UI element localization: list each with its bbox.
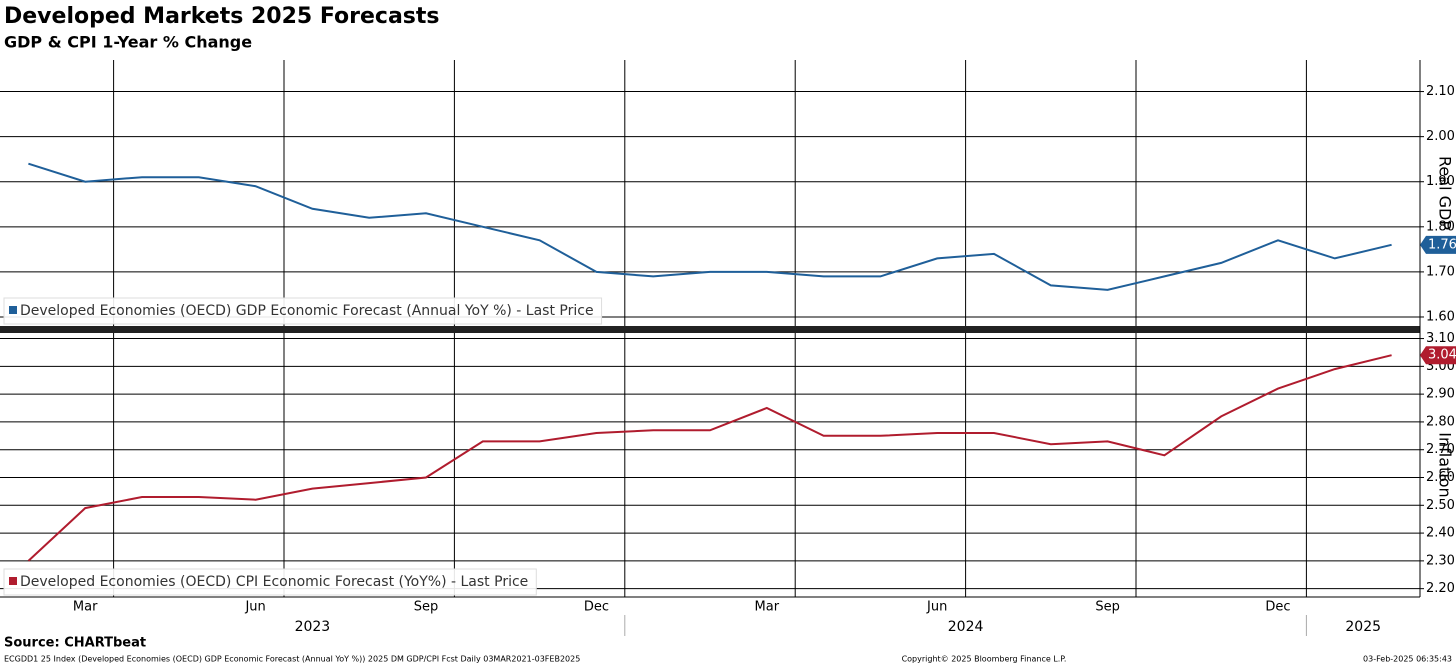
- footer-left: ECGDD1 25 Index (Developed Economies (OE…: [4, 655, 580, 664]
- y-tick-label: 1.70: [1426, 264, 1455, 279]
- legend-box: [3, 568, 537, 596]
- x-tick-label: Mar: [73, 600, 98, 615]
- y-tick-label: 2.50: [1426, 498, 1455, 513]
- y-axis-title: Real GDP: [1436, 156, 1455, 230]
- footer-right: 03-Feb-2025 06:35:43: [1363, 655, 1452, 664]
- legend-swatch: [9, 306, 17, 314]
- legend-label: Developed Economies (OECD) GDP Economic …: [20, 303, 594, 319]
- series-line: [27, 354, 1392, 562]
- series-line: [28, 162, 1392, 291]
- x-tick-label: Jun: [244, 600, 265, 615]
- y-tick-label: 2.20: [1426, 581, 1455, 596]
- y-tick-label: 2.40: [1426, 526, 1455, 541]
- y-tick-label: 3.10: [1426, 331, 1455, 346]
- y-tick-label: 2.70: [1426, 442, 1455, 457]
- footer-center: Copyright© 2025 Bloomberg Finance L.P.: [902, 655, 1067, 664]
- panel-separator: [0, 326, 1420, 333]
- y-tick-label: 1.80: [1426, 219, 1455, 234]
- y-tick-label: 1.90: [1426, 174, 1455, 189]
- chart-subtitle: GDP & CPI 1-Year % Change: [4, 33, 252, 52]
- legend-label: Developed Economies (OECD) CPI Economic …: [20, 574, 528, 590]
- y-tick-label: 2.30: [1426, 553, 1455, 568]
- y-tick-label: 2.90: [1426, 387, 1455, 402]
- y-tick-label: 2.80: [1426, 414, 1455, 429]
- x-tick-label: Jun: [926, 600, 947, 615]
- year-label: 2023: [295, 619, 331, 635]
- y-tick-label: 2.10: [1426, 84, 1455, 99]
- chart-title: Developed Markets 2025 Forecasts: [4, 4, 440, 29]
- year-label: 2025: [1345, 619, 1381, 635]
- last-value-tag: [1420, 235, 1456, 254]
- x-tick-label: Sep: [1095, 600, 1120, 615]
- source: Source: CHARTbeat: [4, 636, 146, 651]
- last-value-label: 1.76: [1428, 237, 1456, 252]
- last-value-tag: [1420, 346, 1456, 365]
- x-tick-label: Dec: [1265, 600, 1290, 615]
- y-axis-title: Inflation: [1436, 432, 1455, 497]
- year-label: 2024: [948, 619, 984, 635]
- last-value-label: 3.04: [1428, 348, 1456, 363]
- x-tick-label: Sep: [414, 600, 439, 615]
- x-tick-label: Dec: [584, 600, 609, 615]
- y-tick-label: 1.60: [1426, 309, 1455, 324]
- legend-swatch: [9, 577, 17, 585]
- y-tick-label: 2.60: [1426, 470, 1455, 485]
- y-tick-label: 2.00: [1426, 129, 1455, 144]
- legend-box: [3, 297, 603, 325]
- x-tick-label: Mar: [755, 600, 780, 615]
